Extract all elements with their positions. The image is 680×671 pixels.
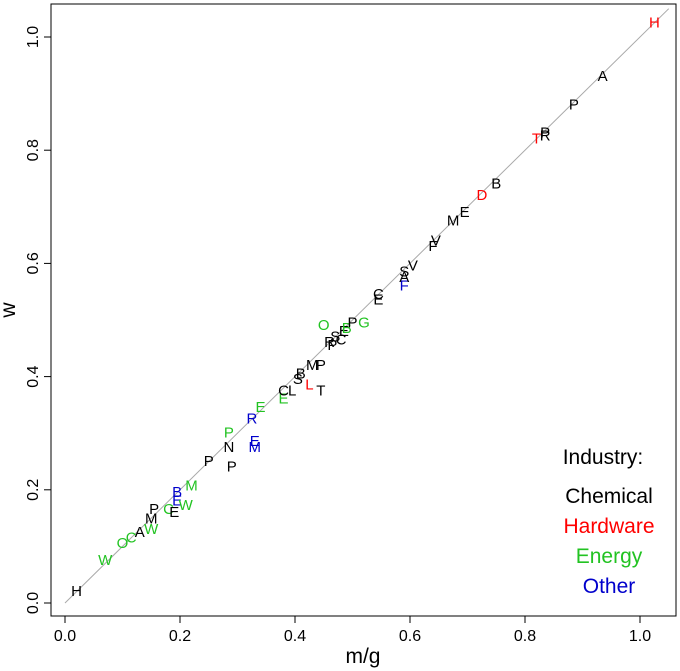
x-tick-label: 0.2 (169, 628, 191, 645)
x-axis-title: m/g (345, 645, 380, 668)
legend-title: Industry: (563, 446, 644, 469)
data-point: P (227, 459, 237, 476)
data-point: W (144, 521, 159, 538)
data-point: F (400, 278, 409, 295)
x-tick-label: 0.6 (399, 628, 421, 645)
legend: Industry: Chemical Hardware Energy Other (563, 446, 655, 598)
legend-entry: Energy (576, 545, 643, 568)
x-tick-label: 0.8 (514, 628, 536, 645)
data-point: M (249, 439, 262, 456)
data-point: E (339, 323, 349, 340)
x-tick-label: 0.0 (54, 628, 76, 645)
data-point: T (532, 130, 541, 147)
data-point: P (347, 314, 357, 331)
data-point: M (306, 357, 319, 374)
y-tick-label: 0.4 (25, 365, 42, 387)
data-point: T (316, 382, 325, 399)
data-point: B (296, 365, 306, 382)
data-point: A (135, 524, 145, 541)
data-point: R (246, 411, 257, 428)
data-point: P (540, 125, 550, 142)
data-point: P (204, 453, 214, 470)
data-point: O (318, 317, 330, 334)
data-point: P (149, 501, 159, 518)
data-point: C (373, 286, 384, 303)
data-point: P (569, 96, 579, 113)
data-point: C (336, 331, 347, 348)
data-point: L (305, 377, 313, 394)
data-point: H (71, 583, 82, 600)
data-point: R (324, 334, 335, 351)
reference-line-layer (64, 8, 670, 604)
data-point: E (255, 399, 265, 416)
data-point: V (431, 232, 441, 249)
data-point: C (163, 501, 174, 518)
data-point: M (447, 212, 460, 229)
data-point: B (491, 176, 501, 193)
data-point: R (540, 128, 551, 145)
y-tick-label: 0.8 (25, 139, 42, 161)
y-tick-label: 0.2 (25, 479, 42, 501)
data-point: C (126, 529, 137, 546)
data-point: O (117, 535, 129, 552)
legend-entry: Other (583, 575, 636, 598)
data-point: L (288, 382, 296, 399)
data-point: S (330, 328, 340, 345)
data-point: A (598, 68, 608, 85)
data-point: B (342, 320, 352, 337)
data-point: V (408, 258, 418, 275)
x-tick-label: 1.0 (629, 628, 651, 645)
data-point: E (172, 493, 182, 510)
x-tick-label: 0.4 (284, 628, 306, 645)
x-axis: 0.0 0.2 0.4 0.6 0.8 1.0 (54, 615, 651, 645)
data-point: N (223, 439, 234, 456)
data-point: E (250, 433, 260, 450)
data-point: P (316, 357, 326, 374)
data-point: G (358, 314, 370, 331)
data-point: C (278, 382, 289, 399)
data-point: S (399, 263, 409, 280)
data-point: M (185, 477, 198, 494)
data-point: W (179, 497, 194, 514)
data-point: D (476, 187, 487, 204)
data-point: H (649, 14, 660, 31)
data-point: E (169, 504, 179, 521)
reference-line (64, 8, 670, 604)
y-tick-label: 0.6 (25, 252, 42, 274)
data-point: S (293, 371, 303, 388)
data-point: B (172, 484, 182, 501)
legend-entry: Hardware (563, 515, 654, 538)
data-point: E (373, 292, 383, 309)
data-point: P (224, 425, 234, 442)
data-point: F (428, 238, 437, 255)
y-tick-label: 0.0 (25, 592, 42, 614)
y-axis-title: w (0, 302, 20, 319)
data-point: A (399, 269, 409, 286)
y-axis: 0.0 0.2 0.4 0.6 0.8 1.0 (25, 26, 52, 614)
data-point: W (98, 552, 113, 569)
y-tick-label: 1.0 (25, 26, 42, 48)
data-point: E (460, 204, 470, 221)
data-point: E (278, 391, 288, 408)
data-point: M (145, 511, 158, 528)
data-point: P (327, 337, 337, 354)
legend-entry: Chemical (565, 485, 653, 508)
